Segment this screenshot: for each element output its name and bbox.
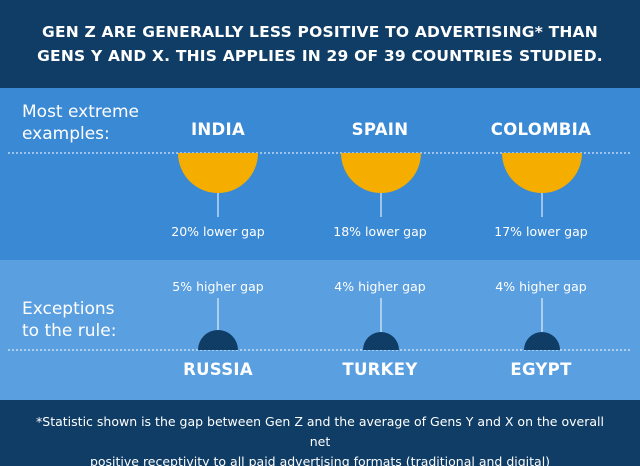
- gap-label-russia: 5% higher gap: [172, 279, 264, 294]
- country-name-india: INDIA: [190, 120, 246, 139]
- footnote: *Statistic shown is the gap between Gen …: [0, 400, 640, 466]
- gap-label-turkey: 4% higher gap: [334, 279, 426, 294]
- exceptions-band: [0, 260, 640, 400]
- semicircle-russia: [198, 330, 238, 350]
- header-title: GEN Z ARE GENERALLY LESS POSITIVE TO ADV…: [0, 0, 640, 88]
- country-name-russia: RUSSIA: [183, 360, 253, 379]
- semicircle-egypt: [524, 332, 560, 350]
- semicircle-india: [178, 153, 258, 193]
- country-name-turkey: TURKEY: [342, 360, 418, 379]
- country-name-spain: SPAIN: [351, 120, 409, 139]
- extreme-examples-label: Most extreme examples:: [22, 102, 139, 144]
- gap-label-egypt: 4% higher gap: [495, 279, 587, 294]
- exceptions-label: Exceptions to the rule:: [22, 299, 117, 341]
- gap-label-spain: 18% lower gap: [333, 224, 427, 239]
- semicircle-colombia: [502, 153, 582, 193]
- semicircle-turkey: [363, 332, 399, 350]
- semicircle-spain: [341, 153, 421, 193]
- header-line-1: GEN Z ARE GENERALLY LESS POSITIVE TO ADV…: [42, 23, 598, 41]
- footnote-line-1: *Statistic shown is the gap between Gen …: [36, 414, 604, 449]
- gap-label-india: 20% lower gap: [171, 224, 265, 239]
- country-name-egypt: EGYPT: [510, 360, 572, 379]
- header-line-2: GENS Y AND X. THIS APPLIES IN 29 OF 39 C…: [37, 47, 603, 65]
- footnote-line-2: positive receptivity to all paid adverti…: [89, 454, 551, 466]
- gap-label-colombia: 17% lower gap: [494, 224, 588, 239]
- country-name-colombia: COLOMBIA: [490, 120, 592, 139]
